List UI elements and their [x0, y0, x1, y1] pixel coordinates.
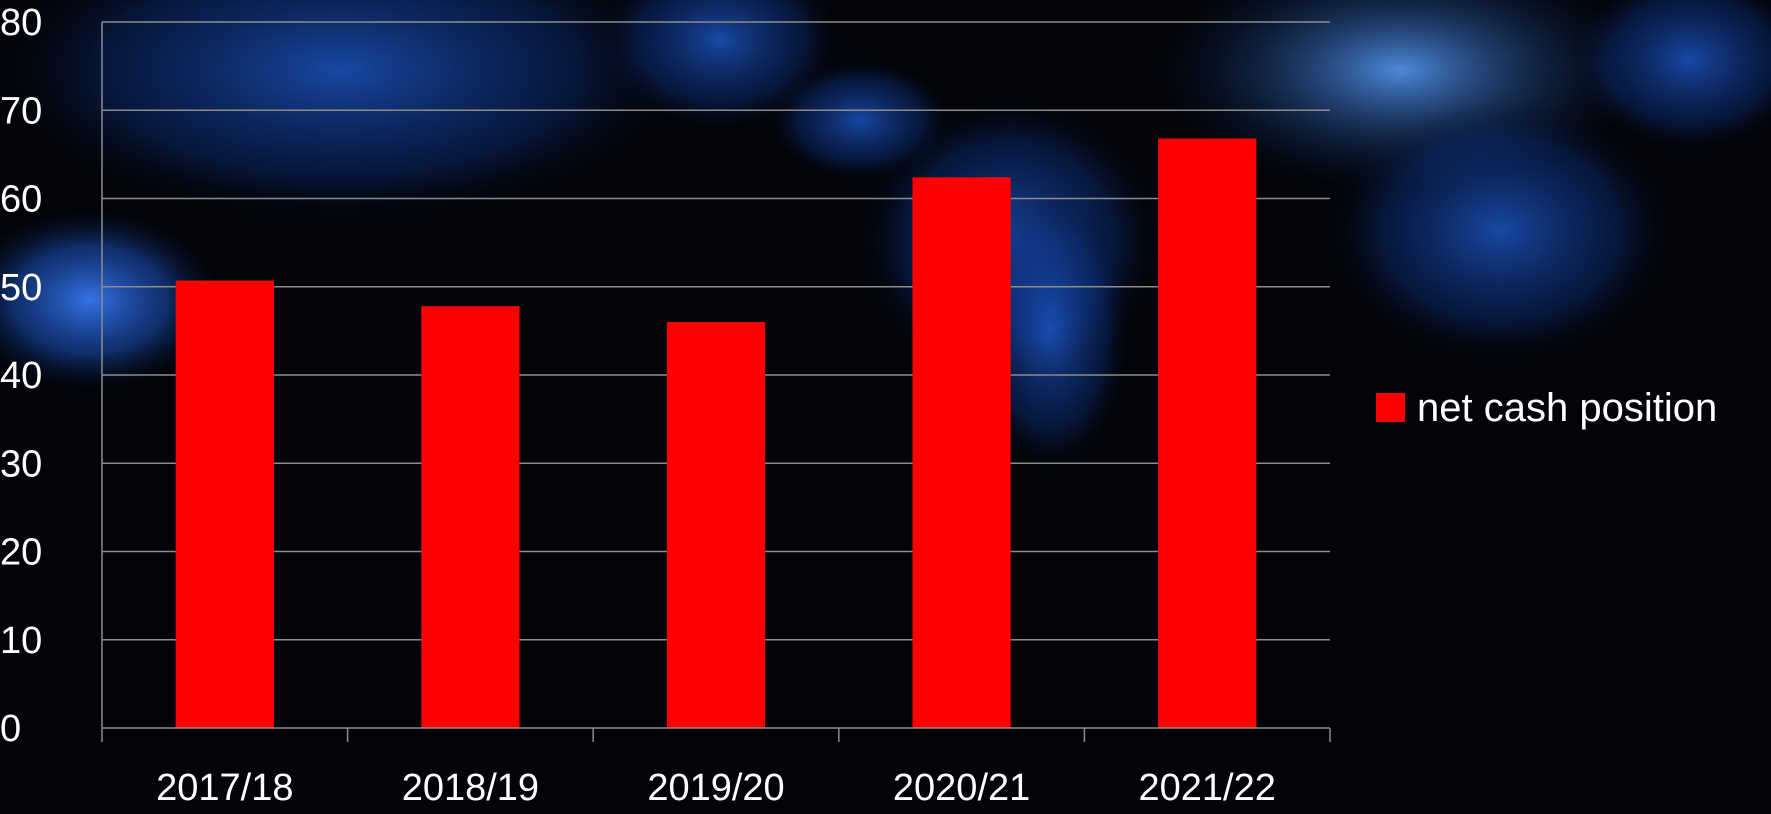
axes: [101, 22, 1331, 742]
bar-2018-19: [421, 306, 520, 728]
y-tick-label-40: 40: [0, 355, 42, 397]
y-tick-label-70: 70: [0, 90, 42, 132]
x-tick-label-2019-20: 2019/20: [647, 767, 784, 809]
y-tick-label-0: 0: [0, 708, 21, 750]
x-tick-label-2017-18: 2017/18: [156, 767, 293, 809]
y-tick-label-30: 30: [0, 443, 42, 485]
legend: net cash position: [1376, 386, 1717, 430]
x-tick-label-2018-19: 2018/19: [402, 767, 539, 809]
bar-2017-18: [175, 280, 274, 728]
y-tick-label-20: 20: [0, 532, 42, 574]
x-axis-tick-labels: 2017/18 2018/19 2019/20 2020/21 2021/22: [156, 767, 1276, 809]
x-tick-label-2020-21: 2020/21: [893, 767, 1030, 809]
bar-2020-21: [912, 177, 1011, 728]
bars: [175, 138, 1257, 729]
bar-2019-20: [666, 322, 766, 728]
legend-swatch-net-cash-position: [1376, 393, 1405, 422]
x-tick-label-2021-22: 2021/22: [1139, 767, 1276, 809]
legend-label-net-cash-position: net cash position: [1417, 386, 1717, 430]
y-tick-label-80: 80: [0, 2, 42, 44]
y-axis-tick-labels: 0 10 20 30 40 50 60 70 80: [0, 2, 42, 750]
y-tick-label-50: 50: [0, 267, 42, 309]
bar-2021-22: [1158, 138, 1257, 729]
y-tick-label-60: 60: [0, 179, 42, 221]
y-tick-label-10: 10: [0, 620, 42, 662]
